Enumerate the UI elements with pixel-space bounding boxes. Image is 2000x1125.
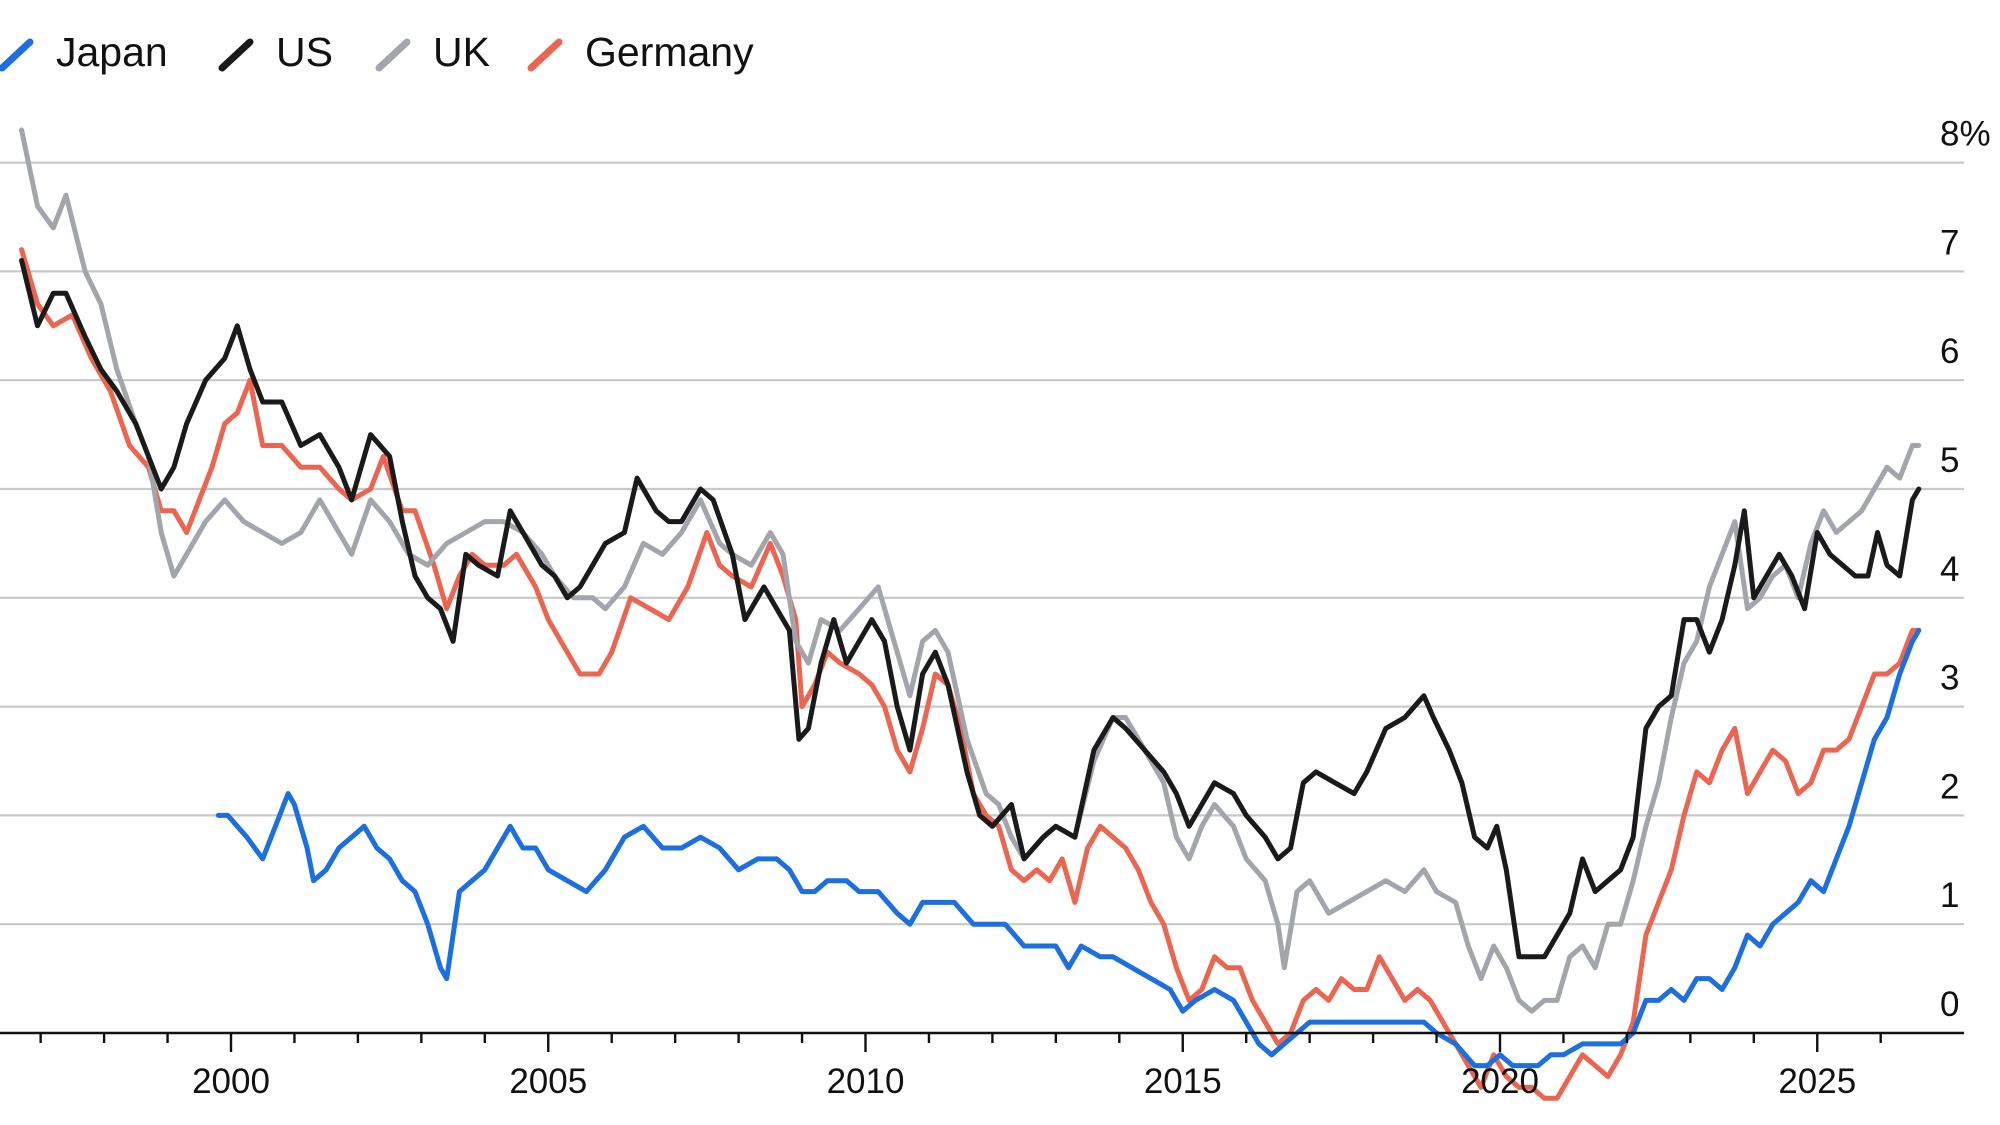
- legend-swatch-us: [218, 38, 254, 72]
- x-axis: 2000 2005 2010 2015 2020 2025: [0, 1031, 1964, 1101]
- series-line-japan: [215, 627, 1922, 1069]
- x-tick-label: 2005: [509, 1062, 587, 1101]
- legend-label-japan: Japan: [56, 29, 168, 75]
- legend-item-us: US: [218, 29, 333, 75]
- x-tick-label: 2015: [1144, 1062, 1222, 1101]
- x-tick-label: 2000: [192, 1062, 270, 1101]
- y-tick-label: 1: [1940, 876, 1959, 915]
- legend-swatch-germany: [527, 38, 563, 72]
- series-line-us: [19, 258, 1922, 960]
- series-line-germany: [19, 247, 1922, 1101]
- y-tick-label: 2: [1940, 767, 1959, 806]
- legend-label-uk: UK: [433, 29, 490, 75]
- x-tick-label: 2010: [827, 1062, 905, 1101]
- y-axis: 8% 7 6 5 4 3 2 1 0: [1940, 115, 1991, 1024]
- y-tick-label: 3: [1940, 659, 1959, 698]
- legend-item-germany: Germany: [527, 29, 754, 75]
- legend-swatch-japan: [0, 38, 34, 72]
- legend-label-germany: Germany: [585, 29, 754, 75]
- legend: Japan US UK Germany: [0, 29, 754, 75]
- legend-item-japan: Japan: [0, 29, 168, 75]
- y-tick-label: 7: [1940, 223, 1959, 262]
- series-line-uk: [19, 127, 1922, 1014]
- y-tick-label: 5: [1940, 441, 1959, 480]
- y-tick-label: 4: [1940, 550, 1959, 589]
- x-tick-label: 2025: [1778, 1062, 1856, 1101]
- y-tick-label: 0: [1940, 985, 1959, 1024]
- y-tick-label: 6: [1940, 332, 1959, 371]
- legend-item-uk: UK: [375, 29, 490, 75]
- gridlines: [0, 161, 1964, 926]
- x-tick-label: 2020: [1461, 1062, 1539, 1101]
- legend-swatch-uk: [375, 38, 411, 72]
- legend-label-us: US: [276, 29, 333, 75]
- plot-area: [19, 127, 1922, 1101]
- y-tick-label: 8%: [1940, 115, 1991, 154]
